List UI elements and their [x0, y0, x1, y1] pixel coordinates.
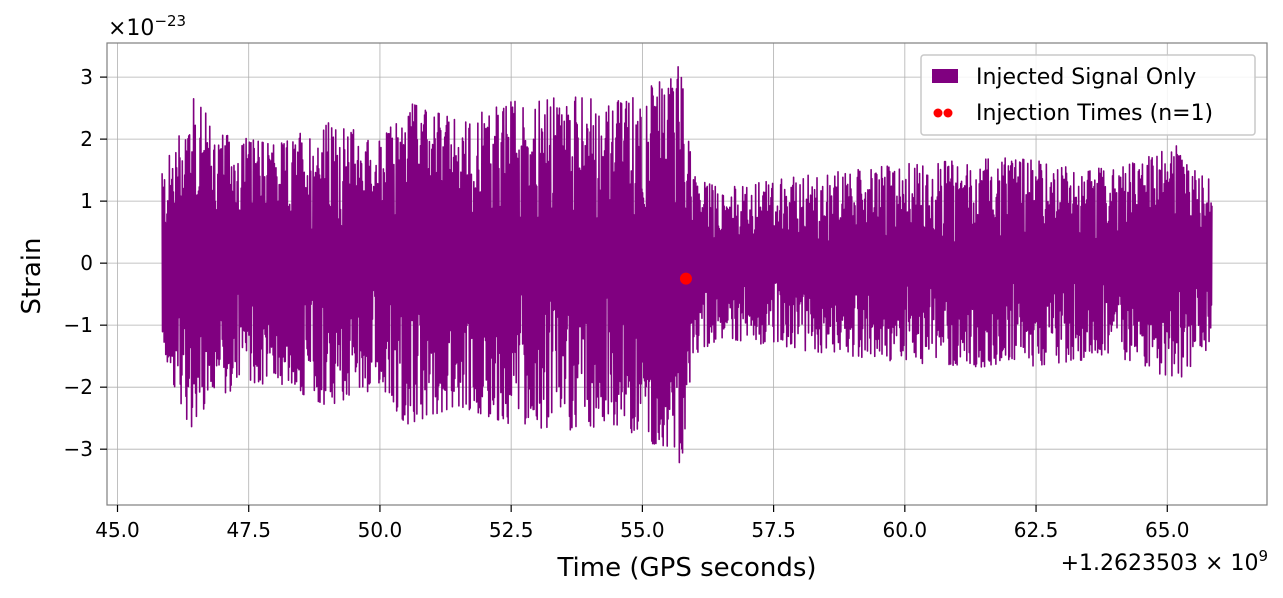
- plot-area: [161, 66, 1213, 464]
- injection-points: [679, 272, 692, 285]
- y-tick-label: 2: [80, 127, 93, 151]
- y-axis-label: Strain: [17, 237, 47, 314]
- x-tick-label: 50.0: [358, 518, 403, 542]
- legend-swatch-injected-signal: [932, 69, 958, 83]
- legend-marker-injection-1: [933, 108, 943, 118]
- y-tick-label: −2: [64, 375, 93, 399]
- series-line-injected-signal: [161, 66, 1213, 464]
- injection-point: [679, 272, 692, 285]
- y-tick-label: 1: [80, 189, 93, 213]
- y-ticks: −3 −2 −1 0 1 2 3: [64, 65, 107, 461]
- x-tick-label: 45.0: [95, 518, 140, 542]
- x-tick-label: 60.0: [883, 518, 928, 542]
- x-tick-label: 47.5: [226, 518, 271, 542]
- x-tick-label: 52.5: [489, 518, 534, 542]
- y-tick-label: 0: [80, 251, 93, 275]
- y-tick-label: −1: [64, 313, 93, 337]
- legend-box: [920, 54, 1256, 136]
- x-offset-exponent: 9: [1258, 547, 1268, 565]
- x-ticks: 45.0 47.5 50.0 52.5 55.0 57.5 60.0 62.5 65.0: [95, 505, 1190, 542]
- x-tick-label: 65.0: [1145, 518, 1190, 542]
- y-scale-exponent: −23: [154, 12, 186, 30]
- legend-label-injection-times: Injection Times (n=1): [976, 101, 1213, 126]
- legend-marker-injection-2: [943, 108, 953, 118]
- y-tick-label: −3: [64, 437, 93, 461]
- axes-frame: [106, 42, 1268, 506]
- x-axis-label: Time (GPS seconds): [556, 553, 816, 583]
- y-scale-label: ×10−23: [108, 12, 186, 41]
- x-tick-label: 57.5: [751, 518, 796, 542]
- legend-label-injected-signal: Injected Signal Only: [976, 65, 1196, 90]
- legend: Injected Signal Only Injection Times (n=…: [920, 54, 1256, 136]
- x-offset-label: +1.2623503 × 109: [1061, 547, 1268, 576]
- x-tick-label: 55.0: [620, 518, 665, 542]
- x-tick-label: 62.5: [1014, 518, 1059, 542]
- y-tick-label: 3: [80, 65, 93, 89]
